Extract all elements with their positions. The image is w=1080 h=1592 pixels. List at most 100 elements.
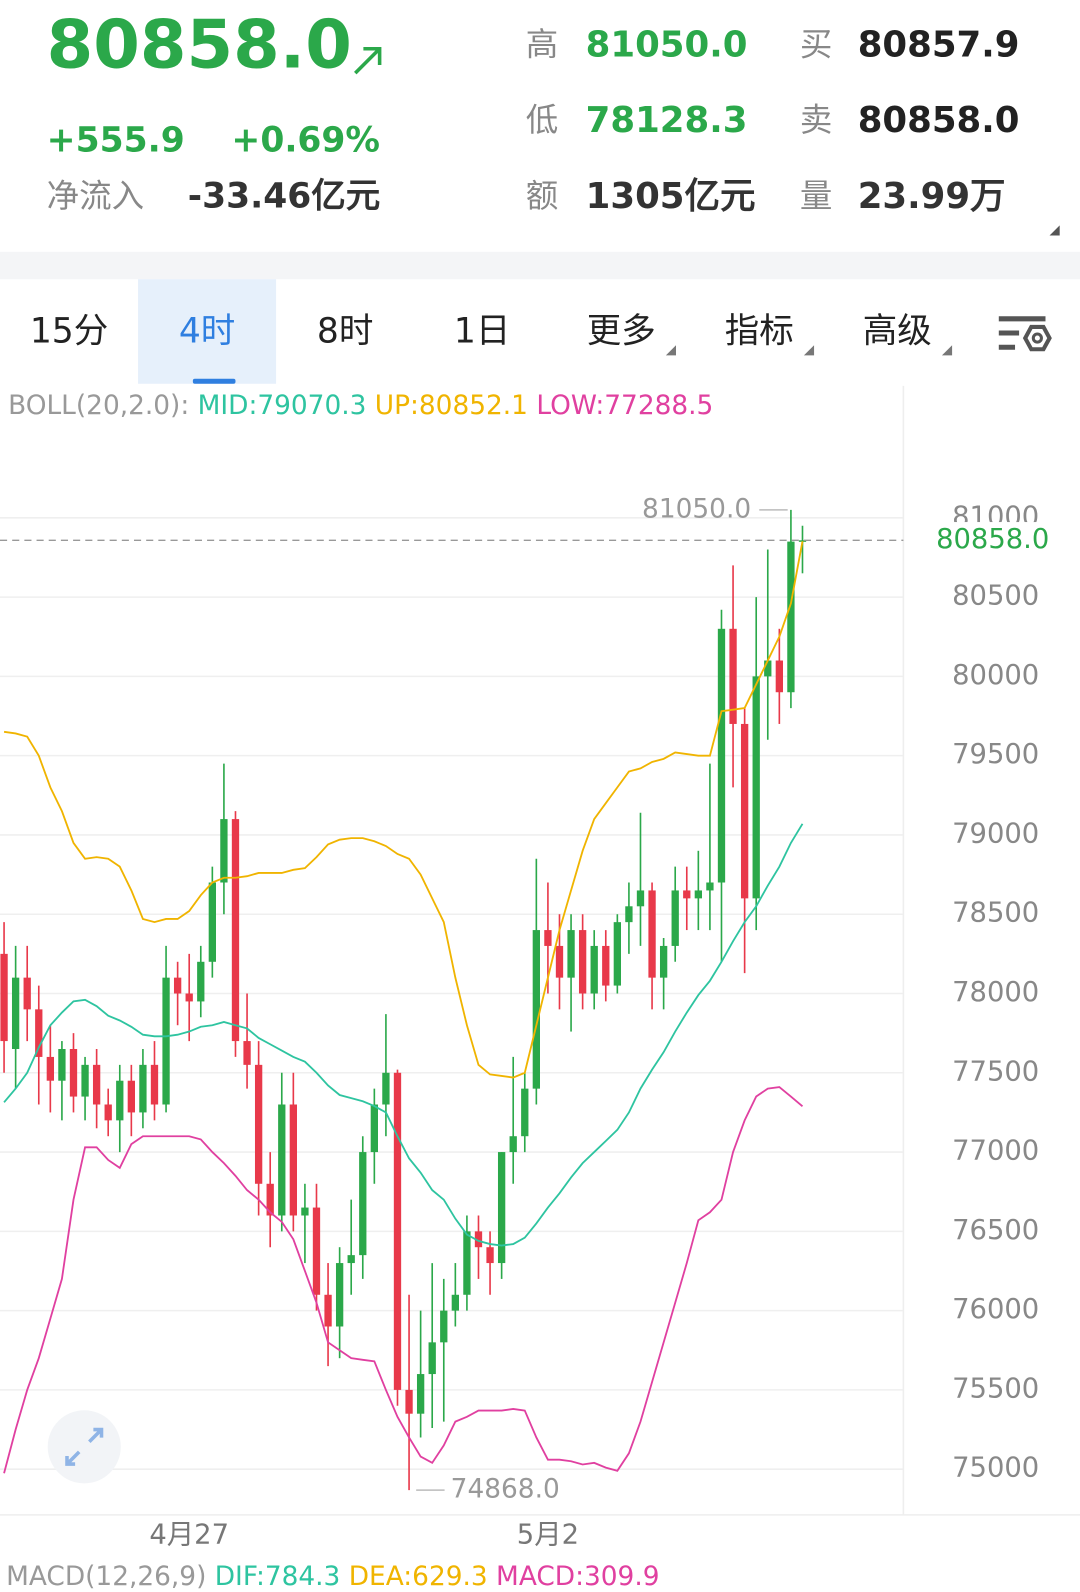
candle-body [602, 945, 610, 986]
candle-body [752, 676, 760, 899]
y-tick-label: 75000 [952, 1453, 1039, 1484]
stat-label: 高 [526, 26, 558, 64]
candle-body [266, 1183, 274, 1216]
stat-value: 1305亿元 [586, 176, 756, 217]
candle-body [173, 977, 182, 994]
boll-line [3, 541, 804, 1079]
overlay: 80858.0 81050.0 74868.0 [0, 494, 1058, 1505]
boll-line [3, 1086, 804, 1474]
candle-body [185, 993, 193, 1002]
candle-body [694, 890, 703, 899]
candle-body [567, 930, 575, 978]
candle-body [706, 882, 714, 891]
candle-body [544, 930, 552, 946]
tab[interactable]: 更多 [587, 312, 656, 352]
net-inflow-label: 净流入 [47, 177, 144, 215]
candle-body [729, 628, 737, 724]
candle-body [11, 977, 20, 1050]
x-tick-label: 5月2 [517, 1520, 579, 1551]
candle-body [301, 1207, 309, 1216]
y-tick-label: 80500 [952, 581, 1039, 612]
candle-body [740, 723, 749, 899]
tab-active-bg [138, 279, 277, 384]
macd-value: DIF:784.3 [215, 1561, 341, 1591]
stat-value: 23.99万 [858, 176, 1006, 217]
indicator-value: LOW:77288.5 [536, 391, 713, 421]
macd-legend: MACD(12,26,9) DIF:784.3 DEA:629.3 MACD:3… [6, 1561, 659, 1591]
candle-body [220, 819, 228, 883]
tab[interactable]: 高级 [863, 312, 932, 352]
candle-body [428, 1342, 436, 1375]
candle-body [787, 541, 795, 693]
x-tick-label: 4月27 [149, 1520, 229, 1551]
candle-body [104, 1104, 112, 1121]
stat-label: 低 [526, 101, 558, 139]
candle-body [254, 1064, 263, 1184]
y-tick-label: 76000 [952, 1294, 1039, 1325]
candle-body [312, 1207, 321, 1295]
candle-body [92, 1064, 101, 1105]
boll-line [3, 823, 804, 1247]
candle-body [613, 922, 621, 986]
change: +555.9 [47, 121, 185, 161]
y-tick-label: 78500 [952, 898, 1039, 929]
expand-corner[interactable] [1049, 225, 1060, 236]
candle-body [335, 1263, 344, 1327]
fullscreen-button[interactable] [47, 1410, 121, 1484]
candle-body [324, 1294, 332, 1327]
tab[interactable]: 4时 [179, 312, 235, 352]
tab[interactable]: 15分 [30, 312, 108, 352]
y-tick-label: 76500 [952, 1215, 1039, 1246]
candle-body [486, 1247, 494, 1264]
indicator-value: MID:79070.3 [198, 391, 367, 421]
dropdown-arrow [665, 345, 677, 356]
plot [0, 509, 807, 1491]
candle-body [81, 1064, 89, 1097]
candle-body [139, 1064, 147, 1113]
settings-icon[interactable] [998, 316, 1052, 352]
candle-body [359, 1152, 367, 1256]
up-arrow [354, 46, 382, 75]
candle-body [405, 1389, 413, 1414]
candle-body [0, 953, 8, 1042]
indicator-value: UP:80852.1 [375, 391, 528, 421]
candle-body [497, 1152, 506, 1264]
candle-body [23, 977, 31, 1010]
y-tick-label: 79500 [952, 739, 1039, 770]
candle-body [231, 819, 240, 1042]
candle-body [474, 1231, 483, 1248]
stat-value: 80858.0 [858, 100, 1020, 141]
candle-body [278, 1104, 286, 1216]
candle-body [717, 628, 726, 883]
tab[interactable]: 8时 [317, 312, 373, 352]
candle-body [775, 660, 783, 693]
candle-body [116, 1080, 124, 1121]
candle-body [197, 961, 205, 1002]
candle-body [625, 906, 633, 923]
y-tick-label: 75500 [952, 1373, 1039, 1404]
stat-label: 量 [800, 177, 832, 215]
candle-body [764, 660, 772, 677]
candle-body [671, 890, 679, 946]
candle-body [648, 890, 656, 978]
candle-body [463, 1231, 471, 1295]
tab[interactable]: 1日 [454, 312, 510, 352]
candle-body [289, 1104, 297, 1216]
max-label: 81050.0 [642, 494, 751, 524]
candle-body [636, 890, 645, 907]
candle-body [46, 1056, 54, 1081]
candle-body [150, 1064, 159, 1105]
macd-value: MACD:309.9 [496, 1561, 659, 1591]
candle-body [393, 1072, 402, 1390]
candle-body [370, 1104, 379, 1153]
price: 80858.0 [47, 5, 352, 83]
candle-body [440, 1310, 448, 1343]
tab[interactable]: 指标 [725, 312, 794, 352]
last-price-label: 80858.0 [936, 524, 1049, 555]
dropdown-arrow [803, 345, 815, 356]
candle-body [683, 890, 691, 899]
candle-body [659, 945, 668, 978]
candle-body [578, 930, 587, 994]
